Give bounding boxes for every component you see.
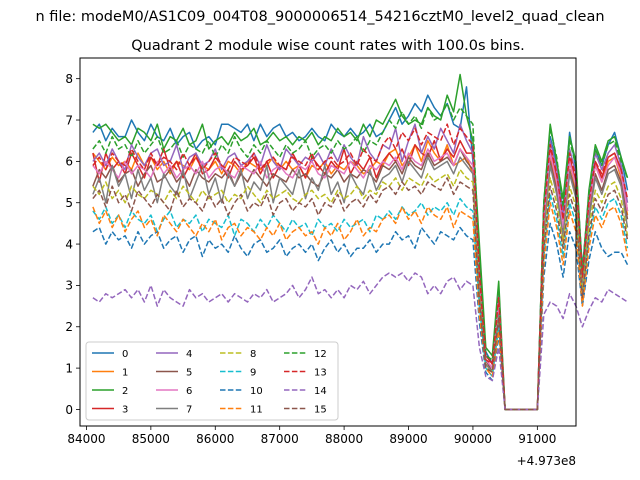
y-tick-label: 8 <box>65 72 73 86</box>
legend-label-13: 13 <box>314 367 327 378</box>
legend-label-6: 6 <box>186 386 192 397</box>
y-tick-label: 4 <box>65 237 73 251</box>
legend-label-11: 11 <box>250 404 263 415</box>
legend-label-14: 14 <box>314 386 327 397</box>
series-line-14 <box>92 272 628 411</box>
x-tick-label: 88000 <box>325 432 363 446</box>
axes: 84000 85000 86000 87000 88000 89000 90000 91000… <box>65 72 556 446</box>
legend-label-3: 3 <box>122 404 128 415</box>
x-tick-label: 85000 <box>132 432 170 446</box>
axes-frame <box>79 57 577 427</box>
chart-title: Quadrant 2 module wise count rates with … <box>131 38 525 54</box>
y-tick-label: 0 <box>65 403 73 417</box>
series-line-15 <box>92 177 629 411</box>
y-tick-label: 6 <box>65 155 73 169</box>
x-tick-label: 86000 <box>196 432 234 446</box>
legend-label-10: 10 <box>250 386 263 397</box>
suptitle: n file: modeM0/AS1C09_004T08_9000006514_… <box>35 9 604 25</box>
legend-label-0: 0 <box>122 349 128 360</box>
legend-label-15: 15 <box>314 404 327 415</box>
legend-label-4: 4 <box>186 349 192 360</box>
legend-label-1: 1 <box>122 367 128 378</box>
x-tick-label: 91000 <box>518 432 556 446</box>
x-tick-label: 90000 <box>454 432 492 446</box>
plot-area <box>92 73 629 411</box>
x-tick-label: 84000 <box>67 432 105 446</box>
y-tick-label: 1 <box>65 361 73 375</box>
series-line-8 <box>92 168 629 411</box>
y-tick-label: 2 <box>65 320 73 334</box>
x-tick-label: 87000 <box>261 432 299 446</box>
legend-label-7: 7 <box>186 404 192 415</box>
y-tick-label: 5 <box>65 196 73 210</box>
legend-label-5: 5 <box>186 367 192 378</box>
legend-label-2: 2 <box>122 386 128 397</box>
series-line-13 <box>92 123 629 411</box>
x-offset-text: +4.973e8 <box>517 454 576 468</box>
legend-label-12: 12 <box>314 349 327 360</box>
legend-label-9: 9 <box>250 367 256 378</box>
legend-label-8: 8 <box>250 349 256 360</box>
y-tick-label: 3 <box>65 279 73 293</box>
legend-box <box>85 341 339 421</box>
x-tick-label: 89000 <box>389 432 427 446</box>
y-tick-label: 7 <box>65 113 73 127</box>
